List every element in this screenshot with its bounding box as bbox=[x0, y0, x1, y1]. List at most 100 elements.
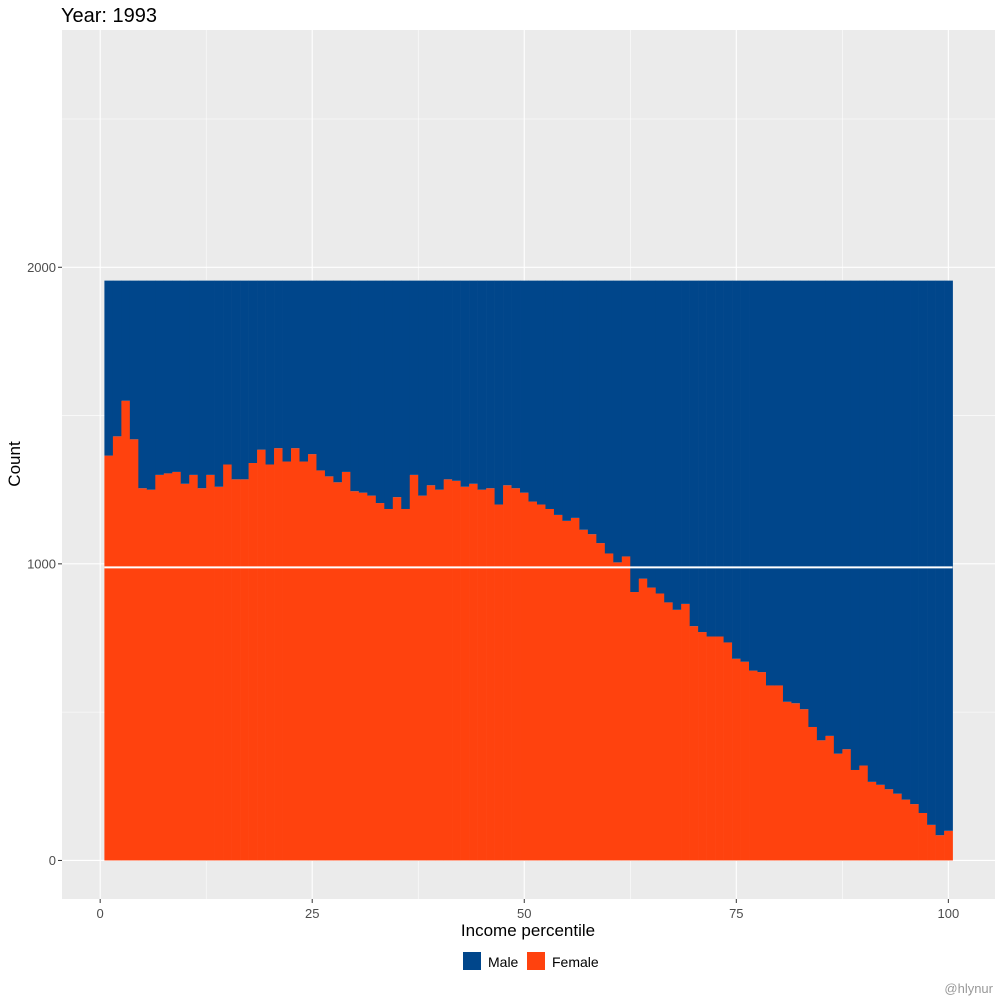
bar-female bbox=[452, 480, 461, 861]
bar-female bbox=[944, 830, 953, 861]
bar-male bbox=[282, 280, 292, 462]
bar-male bbox=[672, 280, 682, 610]
bar-male bbox=[647, 280, 657, 588]
bar-female bbox=[672, 609, 682, 861]
bar-male bbox=[307, 280, 317, 455]
bar-male bbox=[579, 280, 589, 530]
bar-female bbox=[587, 534, 597, 861]
bar-male bbox=[350, 280, 360, 492]
bar-female bbox=[621, 556, 631, 861]
bar-female bbox=[765, 685, 775, 861]
bar-female bbox=[689, 626, 699, 861]
bar-male bbox=[274, 280, 283, 449]
bar-male bbox=[443, 280, 453, 480]
bar-male bbox=[291, 280, 300, 449]
bar-female bbox=[180, 483, 190, 861]
bar-male bbox=[689, 280, 699, 627]
bar-male bbox=[698, 280, 707, 633]
bar-male bbox=[418, 280, 428, 496]
bar-male bbox=[536, 280, 546, 505]
bar-female bbox=[426, 485, 436, 861]
legend: Male Female bbox=[463, 952, 599, 970]
x-tick-label: 50 bbox=[517, 906, 531, 921]
bar-female bbox=[443, 479, 453, 861]
bar-male bbox=[392, 280, 402, 498]
bar-female bbox=[723, 642, 733, 861]
bar-female bbox=[825, 735, 835, 861]
bar-female bbox=[520, 492, 529, 861]
bar-female bbox=[324, 476, 334, 861]
bar-female bbox=[248, 463, 258, 861]
bar-female bbox=[401, 508, 411, 861]
bar-female bbox=[307, 454, 317, 861]
caption: @hlynur bbox=[944, 981, 993, 996]
bar-male bbox=[935, 280, 945, 836]
bar-female bbox=[333, 482, 343, 861]
bar-male bbox=[808, 280, 818, 727]
bar-male bbox=[324, 280, 334, 477]
bar-male bbox=[621, 280, 631, 557]
bar-female bbox=[893, 793, 902, 861]
bar-male bbox=[469, 280, 478, 484]
x-tick-label: 75 bbox=[729, 906, 743, 921]
bar-female bbox=[257, 449, 266, 861]
bar-female bbox=[655, 593, 665, 861]
bar-female bbox=[927, 824, 936, 861]
bar-female bbox=[163, 473, 173, 861]
bar-male bbox=[121, 280, 131, 401]
bar-male bbox=[757, 280, 767, 673]
bar-male bbox=[520, 280, 529, 493]
bar-male bbox=[435, 280, 444, 490]
legend-label-female: Female bbox=[552, 954, 599, 970]
bar-female bbox=[494, 504, 504, 861]
bar-female bbox=[901, 799, 911, 861]
bar-female bbox=[715, 636, 724, 861]
bar-female bbox=[112, 436, 122, 861]
bar-male bbox=[791, 280, 801, 704]
bar-male bbox=[104, 280, 114, 456]
bar-female bbox=[782, 701, 792, 861]
bar-female bbox=[867, 781, 877, 861]
bar-male bbox=[927, 280, 936, 825]
bar-male bbox=[367, 280, 377, 496]
bar-male bbox=[358, 280, 368, 493]
bar-female bbox=[291, 448, 300, 861]
bar-male bbox=[893, 280, 902, 794]
x-axis-title: Income percentile bbox=[461, 921, 595, 940]
bar-male bbox=[503, 280, 512, 486]
x-tick-label: 25 bbox=[305, 906, 319, 921]
bar-male bbox=[816, 280, 826, 741]
bar-male bbox=[715, 280, 724, 637]
bar-female bbox=[647, 587, 657, 861]
bar-male bbox=[749, 280, 758, 671]
bar-male bbox=[825, 280, 835, 736]
y-tick-label: 2000 bbox=[27, 260, 56, 275]
bars bbox=[104, 280, 953, 861]
bar-female bbox=[172, 471, 182, 861]
bar-female bbox=[282, 461, 292, 861]
bar-male bbox=[664, 280, 673, 603]
bar-male bbox=[316, 280, 326, 471]
bar-female bbox=[545, 508, 555, 861]
bar-male bbox=[129, 280, 139, 440]
bar-female bbox=[596, 543, 606, 861]
bar-female bbox=[799, 709, 809, 861]
bar-female bbox=[749, 670, 758, 861]
y-axis: 0 1000 2000 bbox=[27, 260, 62, 868]
bar-male bbox=[528, 280, 538, 502]
bar-female bbox=[579, 529, 589, 861]
bar-male bbox=[901, 280, 911, 800]
bar-female bbox=[350, 491, 360, 861]
bar-female bbox=[358, 492, 368, 861]
bar-female bbox=[876, 784, 886, 861]
bar-female bbox=[138, 488, 148, 861]
bar-female bbox=[553, 514, 563, 861]
bar-male bbox=[401, 280, 411, 509]
bar-female bbox=[409, 474, 419, 861]
bar-female bbox=[528, 501, 538, 861]
bar-male bbox=[486, 280, 495, 489]
bar-female bbox=[664, 602, 673, 861]
bar-male bbox=[426, 280, 436, 486]
bar-male bbox=[850, 280, 860, 770]
bar-female bbox=[740, 661, 750, 861]
